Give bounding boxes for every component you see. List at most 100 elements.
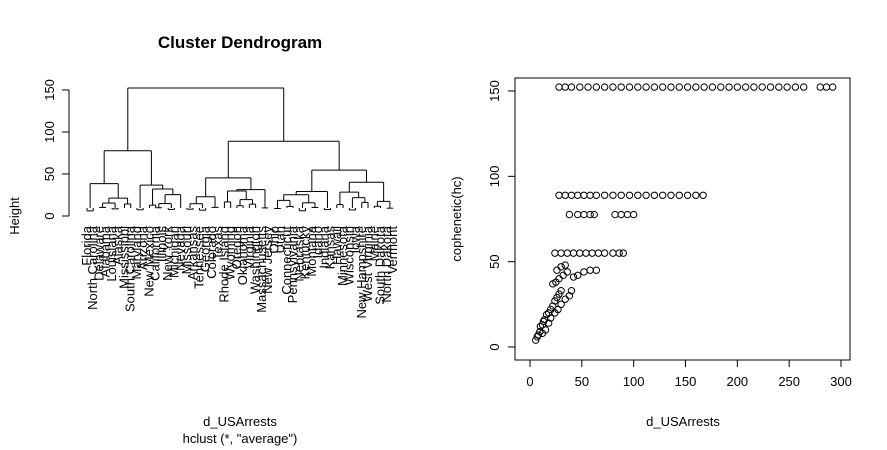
scatter-point	[766, 83, 775, 91]
scatter-y-tick-label: 100	[487, 165, 502, 187]
dendrogram-leaf-label: Georgia	[198, 225, 213, 272]
scatter-point	[658, 191, 667, 199]
scatter-x-tick-label: 0	[526, 374, 533, 389]
dendrogram-leaf-label: North Carolina	[85, 225, 100, 310]
dendrogram-y-tick-label: 100	[42, 121, 57, 143]
dendrogram-leaf-label: Florida	[79, 225, 94, 266]
dendrogram-y-label: Height	[7, 197, 22, 235]
scatter-point	[576, 83, 584, 91]
scatter-x-tick-label: 250	[778, 374, 800, 389]
scatter-point	[557, 286, 565, 295]
scatter-point	[617, 191, 625, 199]
scatter-point	[717, 83, 725, 91]
dendrogram-title: Cluster Dendrogram	[158, 33, 322, 52]
dendrogram-leaf-label: Delaware	[91, 226, 106, 281]
scatter-point	[667, 191, 675, 199]
dendrogram-leaf-label: Alabama	[98, 225, 113, 277]
scatter-point	[775, 83, 783, 91]
dendrogram-leaf-label: Wisconsin	[341, 226, 356, 285]
dendrogram-leaf-label: Indiana	[316, 225, 331, 268]
dendrogram-y-tick-label: 150	[42, 79, 57, 101]
scatter-point	[708, 83, 717, 91]
scatter-point	[557, 263, 565, 271]
dendrogram-leaf-label: Hawaii	[329, 226, 344, 265]
scatter-x-tick-label: 200	[726, 374, 748, 389]
dendrogram-leaf-label: Massachusetts	[254, 226, 269, 313]
dendrogram-sub-label: hclust (*, "average")	[183, 431, 298, 446]
scatter-point	[692, 191, 700, 199]
dendrogram-leaf-label: Rhode Island	[216, 226, 231, 303]
scatter-point	[799, 83, 808, 91]
dendrogram-leaf-label: Tennessee	[191, 226, 206, 289]
scatter-point	[565, 210, 574, 219]
scatter-point	[733, 83, 742, 91]
scatter-point	[586, 210, 594, 219]
dendrogram-leaf-label: North Dakota	[379, 225, 394, 302]
dendrogram-leaf-label: Michigan	[166, 226, 181, 278]
dendrogram-leaf-label: Alaska	[110, 225, 125, 265]
scatter-y-tick-label: 0	[487, 343, 502, 350]
scatter-point	[683, 83, 692, 91]
dendrogram-leaf-label: Minnesota	[335, 225, 350, 286]
scatter-point	[539, 317, 548, 326]
scatter-point	[675, 83, 683, 91]
scatter-point	[592, 83, 601, 91]
dendrogram-leaf-label: Illinois	[154, 226, 169, 263]
scatter-point	[625, 191, 634, 199]
dendrogram-leaf-label: Idaho	[310, 226, 325, 259]
scatter-point	[584, 83, 592, 91]
dendrogram-y-tick-label: 50	[42, 167, 57, 181]
scatter-x-tick-label: 100	[623, 374, 645, 389]
scatter-x-axis: 0 50 100 150 200 250 300	[526, 359, 852, 389]
scatter-point	[725, 83, 733, 91]
dendrogram-leaf-label: New Hampshire	[354, 226, 369, 318]
scatter-y-tick-label: 150	[487, 80, 502, 102]
dendrogram-leaf-label: Connecticut	[279, 226, 294, 295]
scatter-point	[617, 83, 625, 91]
dendrogram-leaf-label: New York	[160, 226, 175, 281]
scatter-points	[532, 83, 837, 344]
dendrogram-leaf-label: Pennsylvania	[285, 225, 300, 303]
scatter-point	[561, 261, 569, 269]
scatter-point	[683, 191, 692, 199]
dendrogram-leaf-label: Mississippi	[116, 226, 131, 289]
dendrogram-leaf-label: California	[148, 225, 163, 281]
scatter-point	[667, 83, 675, 91]
dendrogram-leaf-label: Arkansas	[185, 226, 200, 281]
scatter-point	[625, 83, 634, 91]
dendrogram-leaf-label: Utah	[273, 226, 288, 253]
dendrogram-leaf-label: Oregon	[229, 226, 244, 269]
scatter-point	[567, 83, 576, 91]
dendrogram-leaf-label: Missouri	[179, 226, 194, 275]
scatter-point	[609, 191, 617, 199]
scatter-point	[700, 83, 708, 91]
scatter-point	[758, 83, 766, 91]
scatter-x-tick-label: 300	[830, 374, 852, 389]
dendrogram-leaf-label: New Mexico	[141, 226, 156, 297]
scatter-point	[549, 302, 557, 310]
dendrogram-leaf-label: Montana	[304, 225, 319, 276]
dendrogram-leaf-label: Oklahoma	[235, 225, 250, 285]
dendrogram-leaf-label: Wyoming	[223, 226, 238, 280]
scatter-point	[791, 83, 800, 91]
scatter-point	[567, 286, 576, 295]
scatter-point	[634, 83, 642, 91]
dendrogram-leaf-label: West Virginia	[360, 225, 375, 302]
scatter-point	[783, 83, 791, 91]
dendrogram-leaf-label: Ohio	[266, 226, 281, 253]
dendrogram-leaf-label: Nevada	[173, 225, 188, 271]
scatter-point	[829, 83, 837, 91]
dendrogram-leaf-label: Kentucky	[298, 226, 313, 280]
dendrogram-leaf-label: Maine	[366, 226, 381, 261]
dendrogram-y-tick-label: 0	[42, 212, 57, 219]
scatter-point	[547, 314, 555, 322]
dendrogram-leaf-label: Maryland	[129, 226, 144, 279]
dendrogram-leaf-label: Washington	[248, 226, 263, 294]
dendrogram-leaf-label: Iowa	[348, 225, 363, 253]
scatter-point	[634, 191, 642, 199]
scatter-point	[650, 191, 659, 199]
scatter-point	[658, 83, 667, 91]
scatter-point	[699, 191, 707, 199]
scatter-y-tick-label: 50	[487, 254, 502, 268]
